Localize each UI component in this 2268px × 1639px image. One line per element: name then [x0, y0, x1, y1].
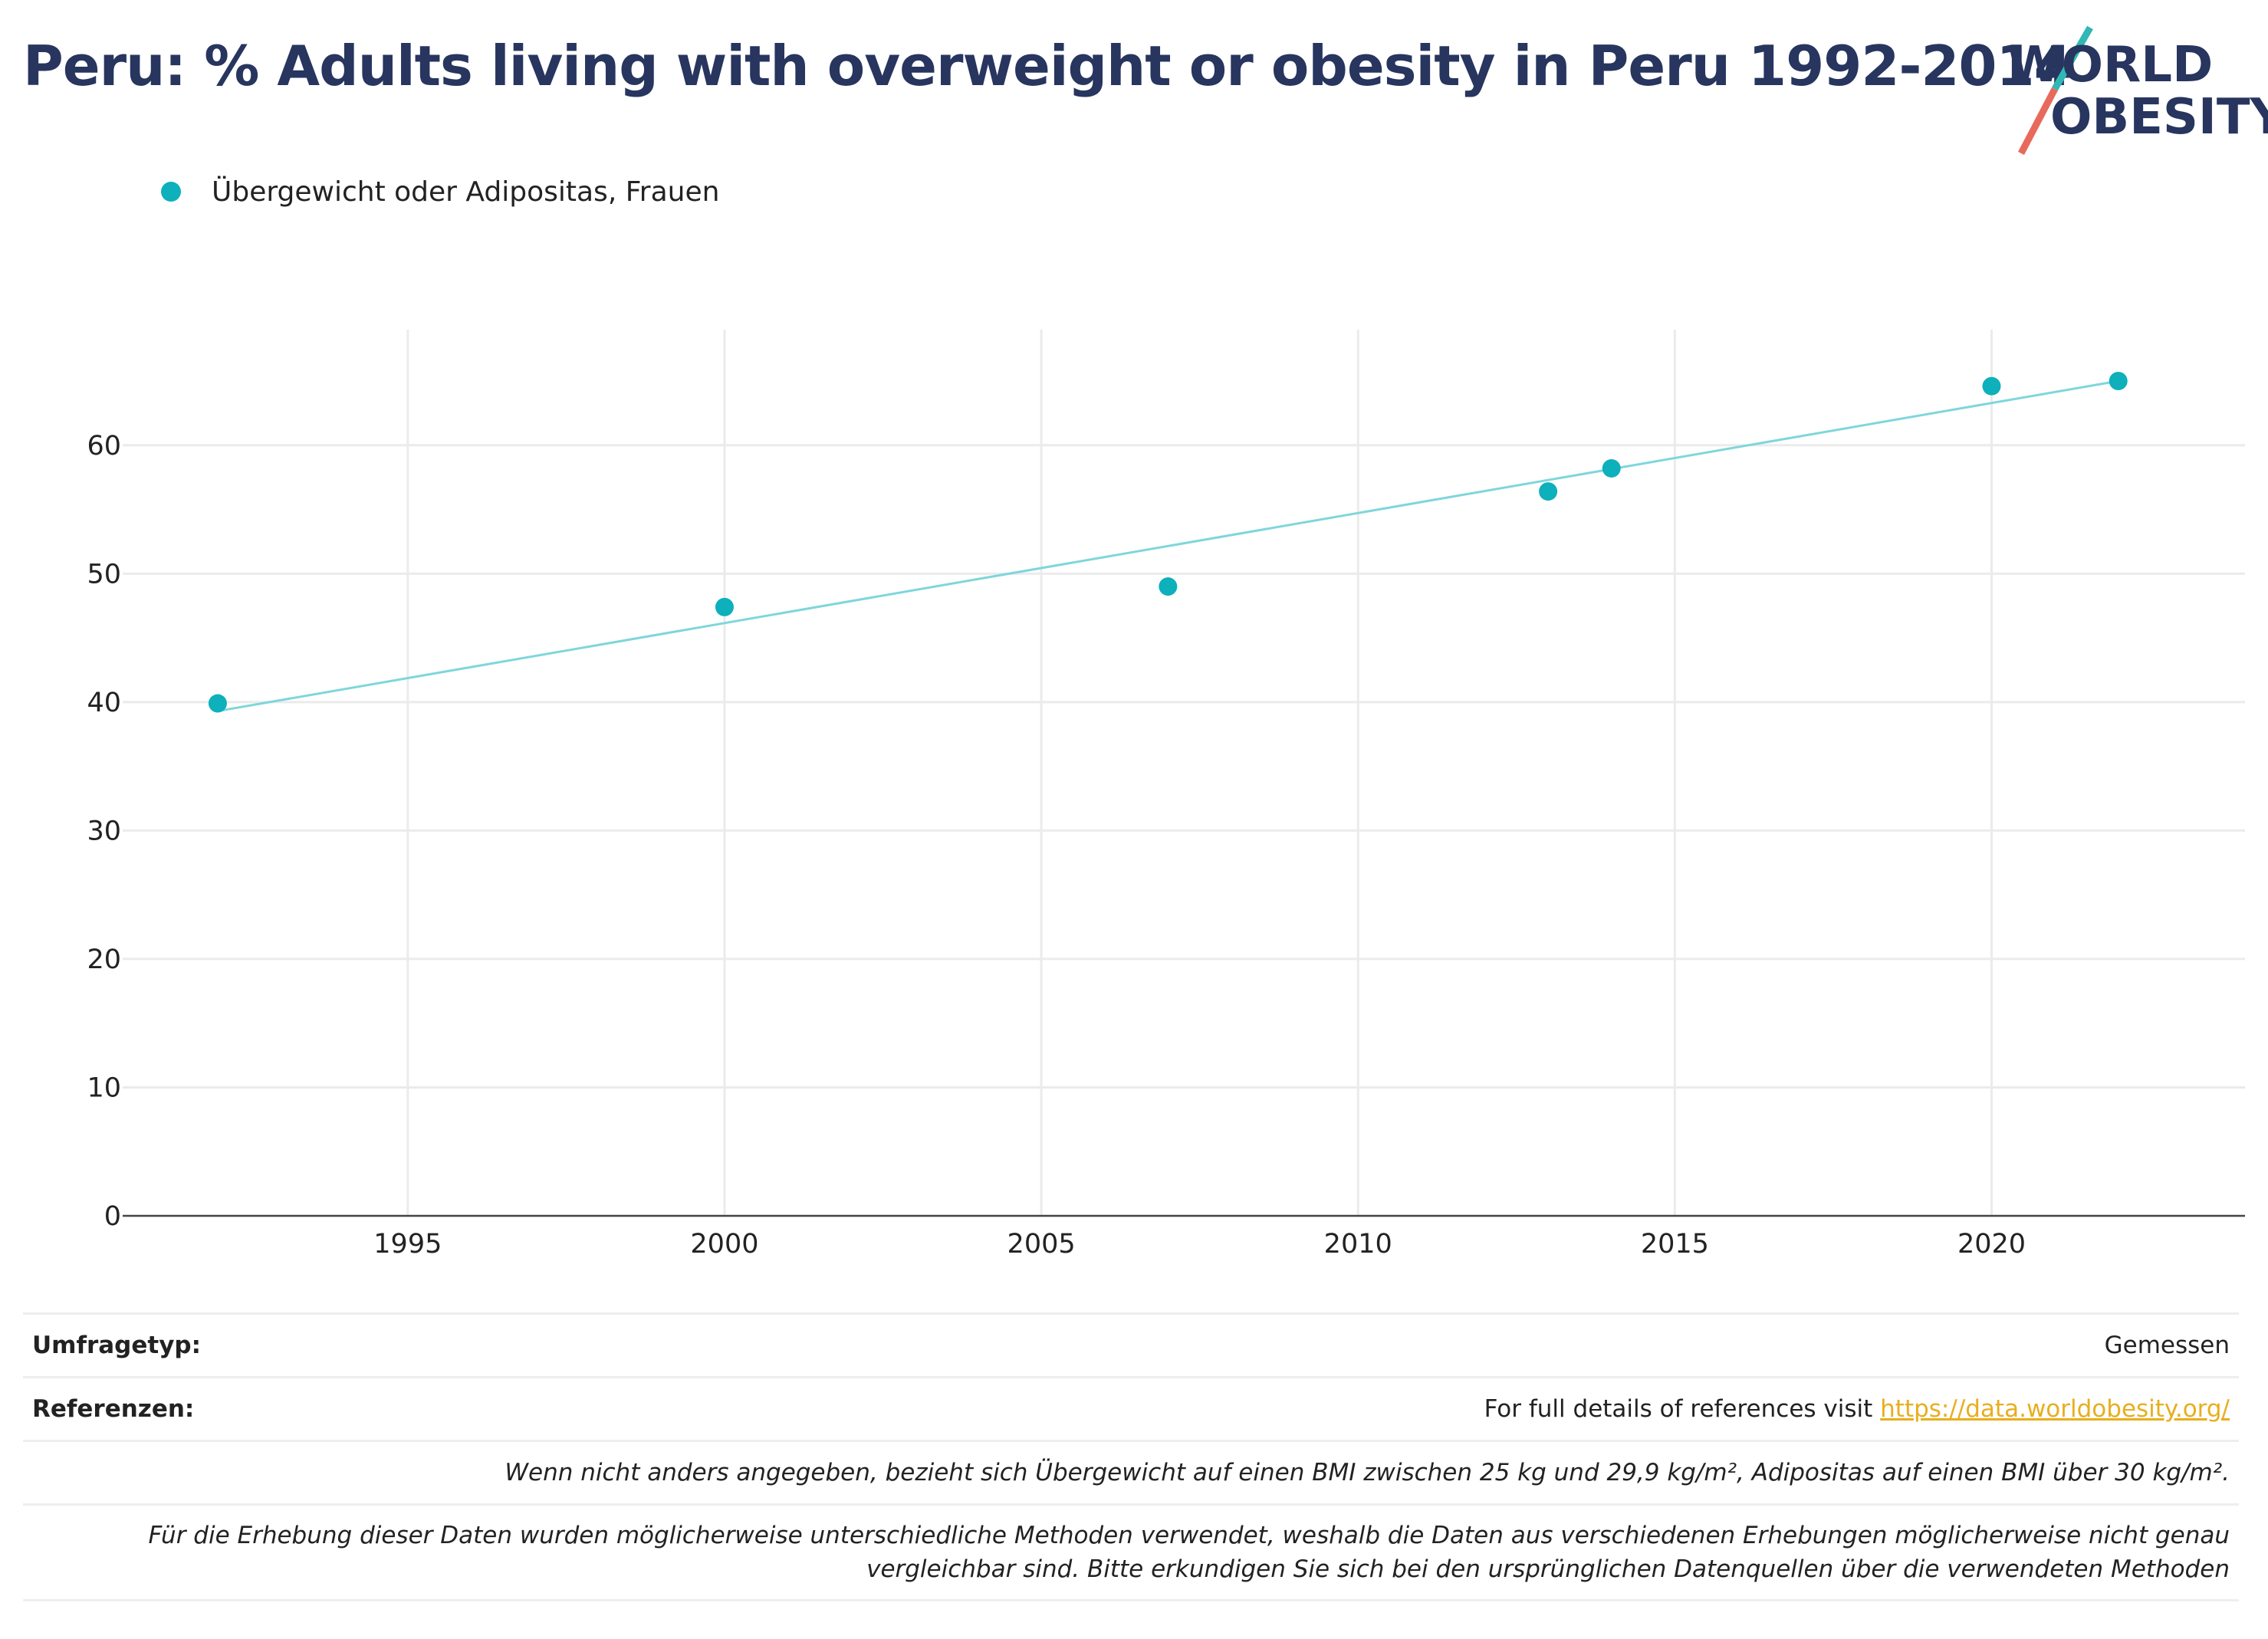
- x-tick-label: 1995: [373, 1229, 442, 1260]
- legend-label: Übergewicht oder Adipositas, Frauen: [212, 176, 720, 208]
- chart-title: Peru: % Adults living with overweight or…: [23, 34, 2072, 98]
- x-tick-label: 2020: [1957, 1229, 2026, 1260]
- y-tick-label: 20: [87, 944, 121, 975]
- info-table: Umfragetyp: Gemessen Referenzen: For ful…: [23, 1312, 2239, 1601]
- trend-line: [217, 379, 2119, 713]
- logo-line-1: WORLD: [2007, 37, 2214, 94]
- y-tick-label: 50: [87, 559, 121, 590]
- references-text: For full details of references visit: [1484, 1395, 1881, 1423]
- legend[interactable]: Übergewicht oder Adipositas, Frauen: [161, 172, 719, 211]
- y-tick-label: 30: [87, 816, 121, 846]
- data-point: [1982, 376, 2001, 396]
- x-tick-label: 2005: [1007, 1229, 1076, 1260]
- methods-note-line-2: vergleichbar sind. Bitte erkundigen Sie …: [866, 1555, 2230, 1583]
- logo-slash-icon: [2018, 25, 2093, 156]
- data-point: [1602, 458, 1621, 478]
- data-point: [208, 694, 227, 713]
- legend-marker: [161, 182, 181, 202]
- x-tick-label: 2000: [690, 1229, 758, 1260]
- x-tick-label: 2015: [1641, 1229, 1709, 1260]
- data-point: [1159, 577, 1178, 596]
- logo-line-2: OBESITY: [2050, 89, 2268, 146]
- references-link[interactable]: https://data.worldobesity.org/: [1880, 1395, 2230, 1423]
- data-point: [2109, 372, 2128, 391]
- references-value: For full details of references visit htt…: [1484, 1395, 2230, 1423]
- bmi-note: Wenn nicht anders angegeben, bezieht sic…: [505, 1459, 2230, 1486]
- references-label: Referenzen:: [32, 1395, 195, 1423]
- survey-type-row: Umfragetyp: Gemessen: [23, 1312, 2239, 1376]
- y-tick-label: 10: [87, 1072, 121, 1103]
- methods-note-line-1: Für die Erhebung dieser Daten wurden mög…: [148, 1522, 2230, 1549]
- data-point: [1539, 482, 1558, 501]
- x-tick-label: 2010: [1324, 1229, 1392, 1260]
- y-tick-label: 0: [104, 1201, 121, 1232]
- survey-type-value: Gemessen: [2104, 1332, 2230, 1359]
- scatter-chart: 1995 2000 2005 2010 2015 2020 0 10 20 30 40 50 60: [87, 330, 2245, 1260]
- references-row: Referenzen: For full details of referenc…: [23, 1376, 2239, 1440]
- methods-note-row: Für die Erhebung dieser Daten wurden mög…: [23, 1503, 2239, 1601]
- data-point: [715, 597, 734, 616]
- bmi-note-row: Wenn nicht anders angegeben, bezieht sic…: [23, 1440, 2239, 1503]
- y-tick-label: 40: [87, 688, 121, 718]
- y-tick-label: 60: [87, 431, 121, 461]
- survey-type-label: Umfragetyp:: [32, 1332, 201, 1359]
- world-obesity-logo[interactable]: WORLD OBESITY: [2001, 21, 2268, 159]
